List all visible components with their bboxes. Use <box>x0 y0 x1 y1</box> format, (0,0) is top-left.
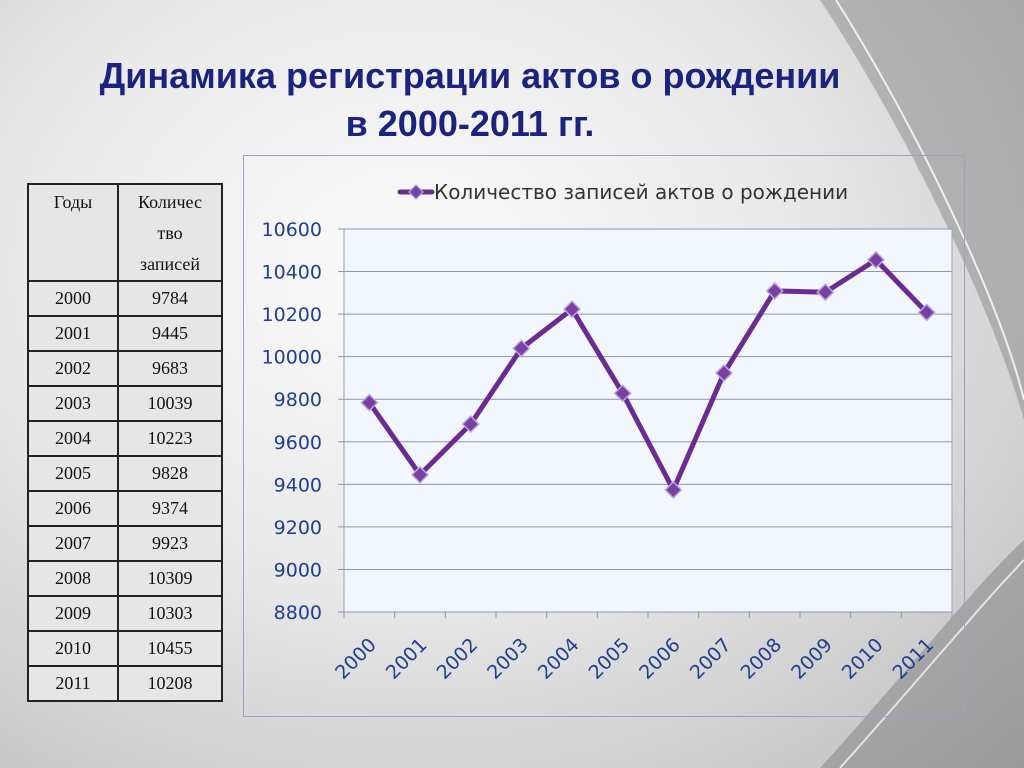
table-row: 2005 9828 <box>27 455 223 492</box>
y-tick-label: 9600 <box>274 432 322 454</box>
column-header-count-line: записей <box>140 254 200 274</box>
data-point-marker <box>562 300 582 319</box>
y-tick-label: 9400 <box>274 474 322 496</box>
legend-label: Количество записей актов о рождении <box>434 180 848 204</box>
table-row: 2007 9923 <box>27 525 223 562</box>
series-line <box>366 257 930 493</box>
data-point-marker <box>816 283 835 302</box>
data-point-marker <box>461 415 480 434</box>
data-point-marker <box>866 250 886 269</box>
table-row: 2004 10223 <box>27 420 223 457</box>
count-cell: 10039 <box>117 385 223 422</box>
column-header-count: Количес тво записей <box>117 183 223 282</box>
year-cell: 2011 <box>27 665 119 702</box>
column-header-years: Годы <box>27 183 119 282</box>
chart-frame: 8800 9000 9200 9400 9600 9800 10000 10200 10400 1… <box>243 155 965 717</box>
legend-marker <box>408 184 424 200</box>
table-row: 2002 9683 <box>27 350 223 387</box>
births-data-table: Годы Количес тво записей 2000 9784 2001 944… <box>27 183 223 702</box>
x-tick-label: 2004 <box>534 634 584 684</box>
table-row: 2011 10208 <box>27 665 223 702</box>
count-cell: 9374 <box>117 490 223 527</box>
y-tick-label: 9800 <box>274 389 322 411</box>
data-point-marker <box>360 393 379 412</box>
count-cell: 10208 <box>117 665 223 702</box>
x-tick-label: 2000 <box>331 634 381 684</box>
x-tick-label: 2001 <box>382 634 432 684</box>
y-tick-label: 10200 <box>262 304 322 326</box>
table-body: 2000 9784 2001 9445 2002 9683 2003 10039 2004 102… <box>27 280 223 702</box>
y-tick-label: 8800 <box>274 602 322 624</box>
year-cell: 2004 <box>27 420 119 457</box>
data-point-marker <box>410 465 430 484</box>
slide-title-line1: Динамика регистрации актов о рождении <box>99 55 841 96</box>
y-tick-label: 9000 <box>274 559 322 581</box>
year-cell: 2006 <box>27 490 119 527</box>
table-row: 2010 10455 <box>27 630 223 667</box>
data-point-marker <box>765 281 784 300</box>
data-point-marker <box>613 384 632 403</box>
x-tick-label: 2010 <box>838 634 888 684</box>
count-cell: 9784 <box>117 280 223 317</box>
table-row: 2001 9445 <box>27 315 223 352</box>
column-header-count-line: Количес <box>138 192 202 212</box>
table-row: 2009 10303 <box>27 595 223 632</box>
count-cell: 10309 <box>117 560 223 597</box>
x-tick-label: 2009 <box>787 634 837 684</box>
year-cell: 2000 <box>27 280 119 317</box>
plot-area <box>343 228 953 613</box>
year-cell: 2010 <box>27 630 119 667</box>
count-cell: 9445 <box>117 315 223 352</box>
count-cell: 10223 <box>117 420 223 457</box>
year-cell: 2002 <box>27 350 119 387</box>
count-cell: 9683 <box>117 350 223 387</box>
year-cell: 2007 <box>27 525 119 562</box>
y-tick-label: 9200 <box>274 517 322 539</box>
x-tick-label: 2008 <box>736 634 786 684</box>
x-tick-label: 2005 <box>584 634 634 684</box>
x-tick-label: 2003 <box>483 634 533 684</box>
data-point-marker <box>714 363 734 383</box>
x-tick-label: 2006 <box>635 634 685 684</box>
x-tick-label: 2002 <box>432 634 482 684</box>
table-row: 2003 10039 <box>27 385 223 422</box>
data-point-marker <box>917 303 936 322</box>
count-cell: 9923 <box>117 525 223 562</box>
y-tick-label: 10600 <box>262 219 322 241</box>
table-header-row: Годы Количес тво записей <box>27 183 223 282</box>
year-cell: 2005 <box>27 455 119 492</box>
count-cell: 10455 <box>117 630 223 667</box>
year-cell: 2001 <box>27 315 119 352</box>
slide-title: Динамика регистрации актов о рождении в … <box>0 52 940 148</box>
table-row: 2000 9784 <box>27 280 223 317</box>
x-tick-label: 2011 <box>888 634 938 684</box>
column-header-count-line: тво <box>157 223 183 243</box>
births-line-chart: 8800 9000 9200 9400 9600 9800 10000 10200 10400 1… <box>262 180 953 684</box>
count-cell: 9828 <box>117 455 223 492</box>
y-tick-label: 10000 <box>262 347 322 369</box>
y-tick-label: 10400 <box>262 262 322 284</box>
year-cell: 2009 <box>27 595 119 632</box>
count-cell: 10303 <box>117 595 223 632</box>
slide-title-line2: в 2000-2011 гг. <box>345 103 595 144</box>
year-cell: 2003 <box>27 385 119 422</box>
data-point-marker <box>512 339 531 358</box>
data-point-marker <box>664 480 683 499</box>
table-row: 2008 10309 <box>27 560 223 597</box>
table-row: 2006 9374 <box>27 490 223 527</box>
year-cell: 2008 <box>27 560 119 597</box>
x-tick-label: 2007 <box>686 634 736 684</box>
